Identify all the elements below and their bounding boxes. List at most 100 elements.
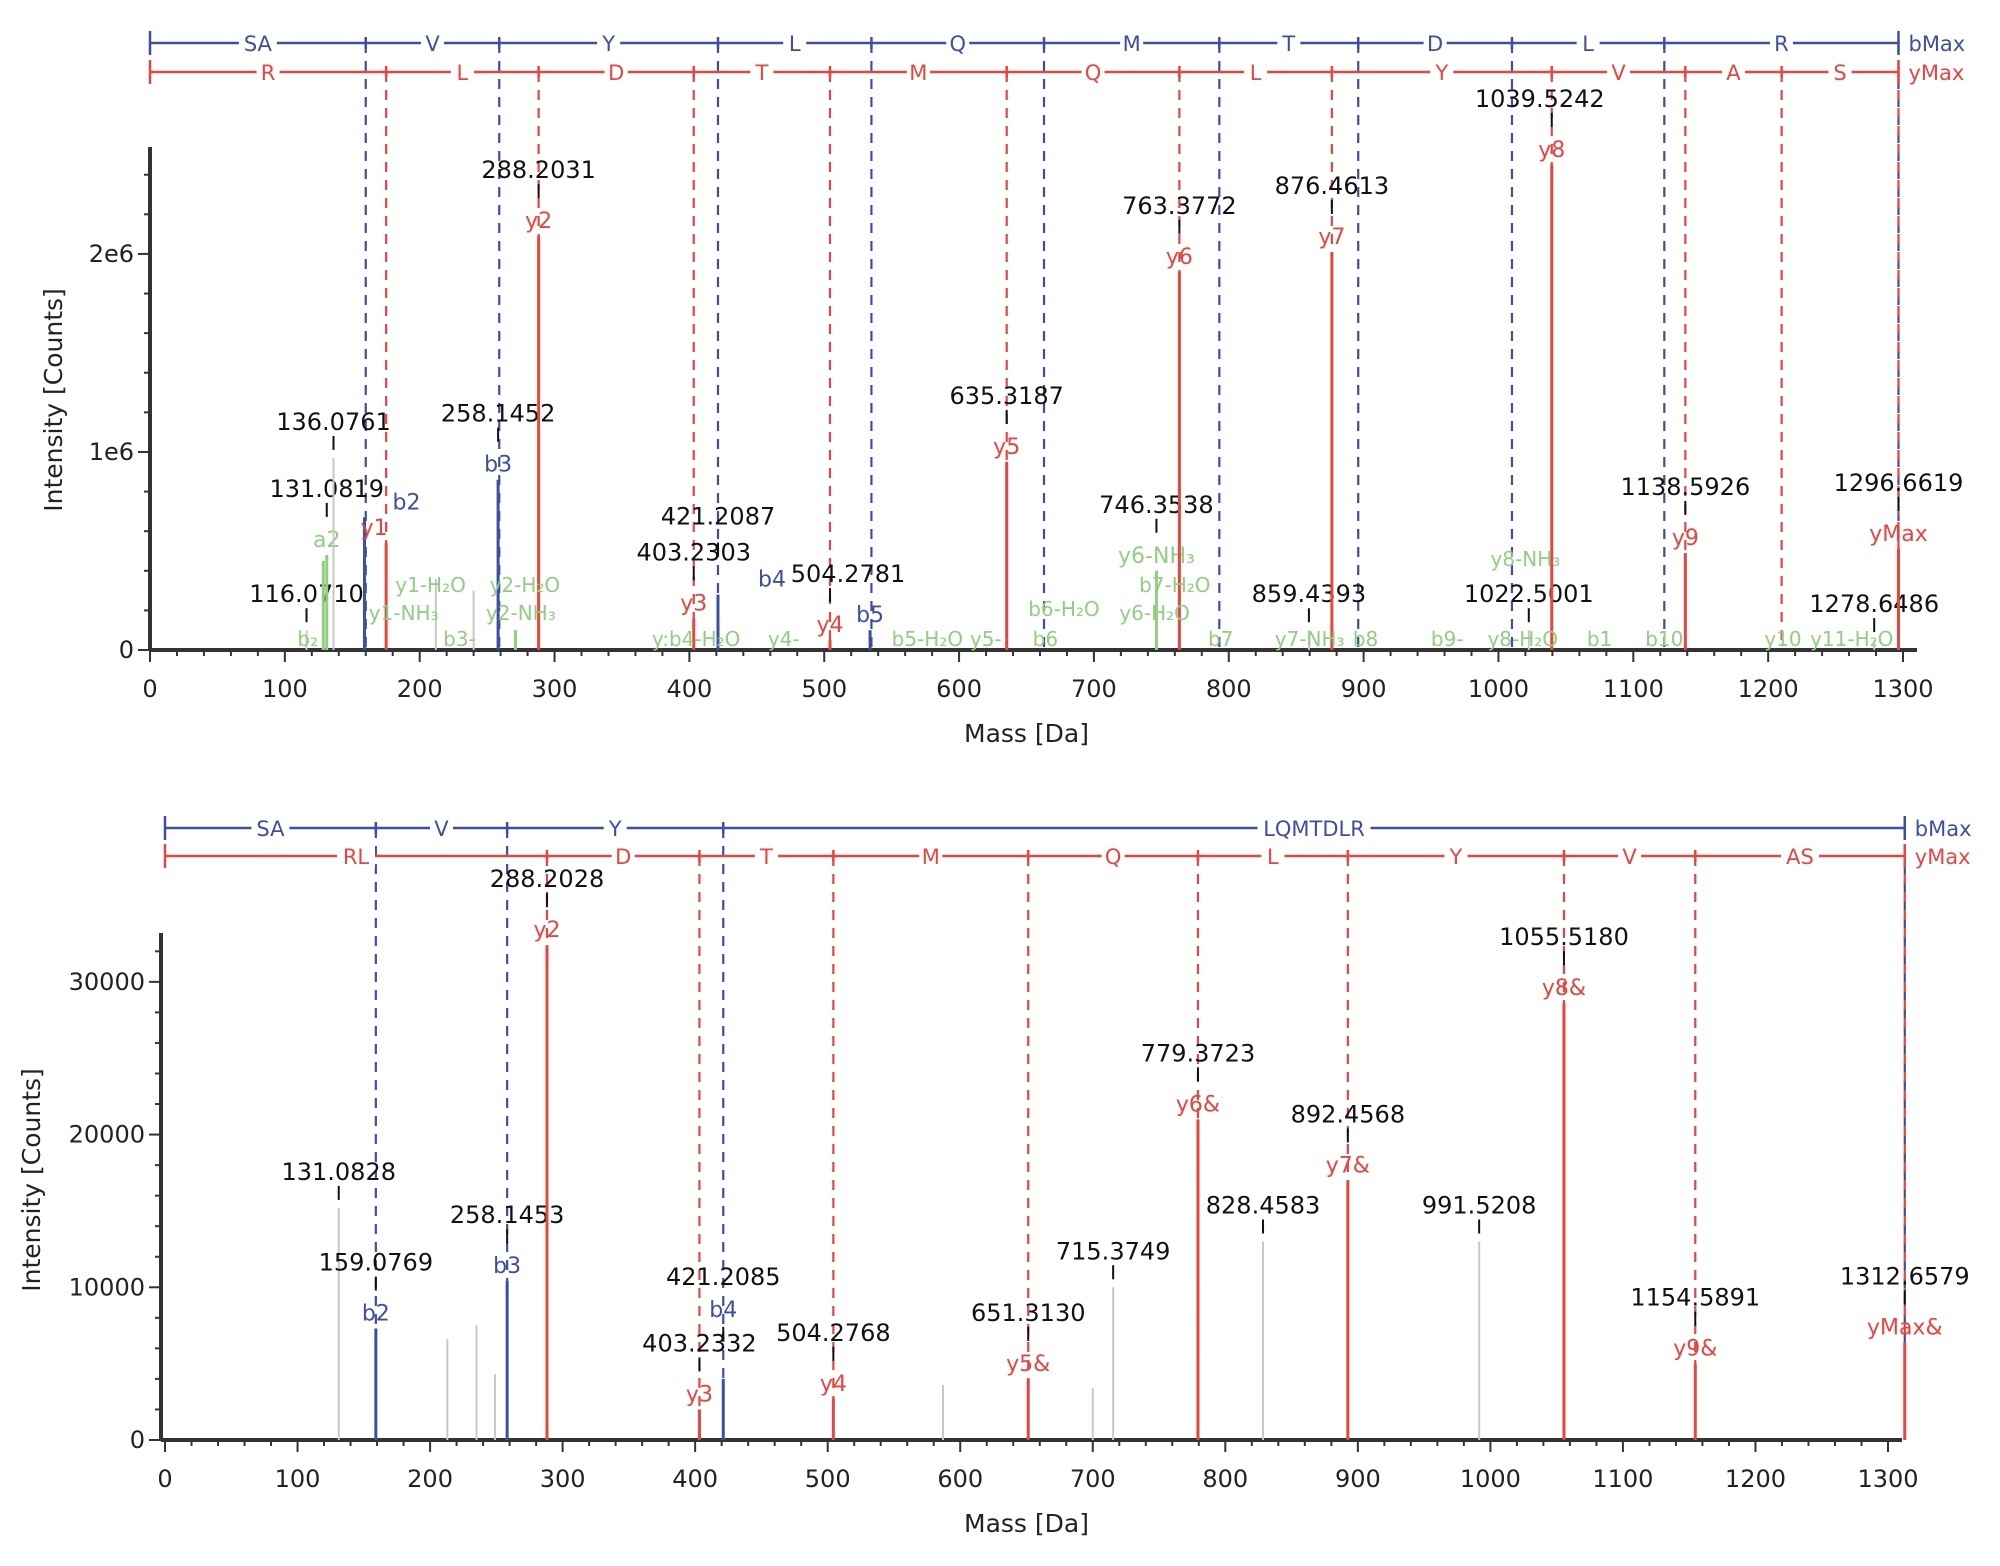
fragment-label: b6-H₂O: [1028, 597, 1099, 621]
ion-label: b2: [362, 1302, 390, 1327]
peak: y6-NH₃ 746.3538: [1099, 491, 1214, 650]
x-tick-label: 1100: [1603, 675, 1664, 703]
residue-label-bg: [1430, 60, 1454, 84]
fragment-label: y2-H₂O: [490, 573, 561, 597]
residue-label-bg: [1444, 844, 1468, 868]
x-tick-label: 1200: [1738, 675, 1799, 703]
residue-label: L: [1250, 61, 1262, 85]
mass-label: 1312.6579: [1840, 1262, 1970, 1290]
residue-label-bg: [429, 816, 453, 840]
mass-label: 258.1453: [450, 1201, 565, 1229]
residue-label-bg: [604, 60, 628, 84]
peak: yMax&1312.6579: [1840, 1262, 1970, 1440]
residue-label: V: [425, 32, 440, 56]
mass-label: 159.0769: [319, 1249, 434, 1277]
residue-label-bg: [1828, 60, 1852, 84]
residue-label-bg: [906, 60, 930, 84]
residue-label-bg: [1721, 60, 1745, 84]
residue-label: D: [1427, 32, 1443, 56]
ion-label: b3: [493, 1254, 521, 1279]
residue-label: Y: [608, 817, 622, 841]
ion-label: b4: [709, 1298, 737, 1323]
mass-label: 504.2768: [776, 1319, 891, 1347]
ion-label: b3: [484, 453, 512, 478]
mass-label: 1055.5180: [1499, 923, 1629, 951]
fragment-label: b1: [1587, 627, 1612, 651]
residue-label-bg: [1081, 60, 1105, 84]
x-tick-label: 300: [532, 675, 578, 703]
residue-label-bg: [750, 60, 774, 84]
mass-label: 859.4393: [1252, 580, 1367, 608]
residue-label-bg: [1781, 844, 1820, 868]
ion-label: y8&: [1542, 976, 1586, 1001]
peak: y2 288.2031: [481, 156, 596, 650]
residue-label: Q: [1105, 845, 1122, 869]
peak: y6&779.3723: [1141, 1039, 1256, 1440]
residue-label: A: [1726, 61, 1741, 85]
peak: y8 1039.5242: [1475, 85, 1605, 650]
fragment-label: b7: [1208, 627, 1233, 651]
x-tick-label: 200: [407, 1465, 453, 1493]
residue-label-bg: [603, 816, 627, 840]
y-tick-label: 10000: [69, 1273, 145, 1301]
x-tick-label: 800: [1202, 1465, 1248, 1493]
residue-label-bg: [919, 844, 943, 868]
peak: 828.4583: [1206, 1191, 1320, 1440]
x-tick-label: 900: [1335, 1465, 1381, 1493]
y-tick-label: 30000: [69, 968, 145, 996]
ladder-end-label: yMax: [1915, 845, 1971, 869]
residue-label-bg: [754, 844, 778, 868]
residue-label: Q: [1085, 61, 1102, 85]
ion-label: y5: [993, 435, 1020, 460]
fragment-label: y11-H₂O: [1810, 627, 1893, 651]
residue-label-bg: [238, 31, 277, 55]
residue-label: AS: [1786, 845, 1814, 869]
peak: b3 258.1453: [450, 1201, 565, 1440]
x-tick-label: 1300: [1857, 1465, 1918, 1493]
x-tick-label: 200: [397, 675, 443, 703]
ion-label: y2: [525, 209, 552, 234]
x-tick-label: 500: [805, 1465, 851, 1493]
mass-label: 763.3772: [1122, 192, 1237, 220]
peak: 1278.6486: [1809, 590, 1939, 650]
residue-label-bg: [783, 31, 807, 55]
peak: 715.3749: [1056, 1237, 1171, 1440]
peak: 991.5208: [1422, 1191, 1537, 1440]
x-tick-label: 300: [540, 1465, 586, 1493]
x-axis-title: Mass [Da]: [964, 719, 1089, 748]
y-tick-label: 1e6: [89, 438, 134, 466]
ladder-end-label: bMax: [1915, 817, 1972, 841]
x-tick-label: 400: [672, 1465, 718, 1493]
peak: y7&892.4568: [1291, 1100, 1405, 1440]
peak: y4 504.2781: [791, 560, 905, 650]
fragment-label: y4-: [768, 627, 800, 651]
ion-label: y2: [533, 918, 560, 943]
residue-label: M: [922, 845, 940, 869]
mass-label: 779.3723: [1141, 1039, 1256, 1067]
fragment-label: b7-H₂O: [1139, 573, 1210, 597]
residue-label: L: [1267, 845, 1279, 869]
mass-label: 991.5208: [1422, 1191, 1537, 1219]
ion-label: y1: [361, 516, 388, 541]
x-axis-title: Mass [Da]: [964, 1509, 1089, 1538]
residue-label: T: [754, 61, 768, 85]
residue-label: V: [1622, 845, 1637, 869]
mass-label: 651.3130: [971, 1299, 1086, 1327]
mass-label: 421.2087: [661, 503, 776, 531]
mass-label: 635.3187: [949, 382, 1064, 410]
fragment-label: b5-H₂O: [892, 627, 963, 651]
fragment-label: b6: [1033, 627, 1058, 651]
residue-label: V: [1611, 61, 1626, 85]
mass-label: 136.0761: [276, 408, 391, 436]
mass-label: 116.0710: [249, 580, 364, 608]
residue-label: Y: [601, 32, 615, 56]
peak: 131.0828: [281, 1158, 396, 1440]
mass-label: 1278.6486: [1809, 590, 1939, 618]
ion-label: y4: [820, 1372, 847, 1397]
mass-label: 1039.5242: [1475, 85, 1605, 113]
mass-label: 715.3749: [1056, 1237, 1171, 1265]
fragment-label: y1-NH₃: [369, 601, 439, 625]
x-tick-label: 700: [1071, 675, 1117, 703]
